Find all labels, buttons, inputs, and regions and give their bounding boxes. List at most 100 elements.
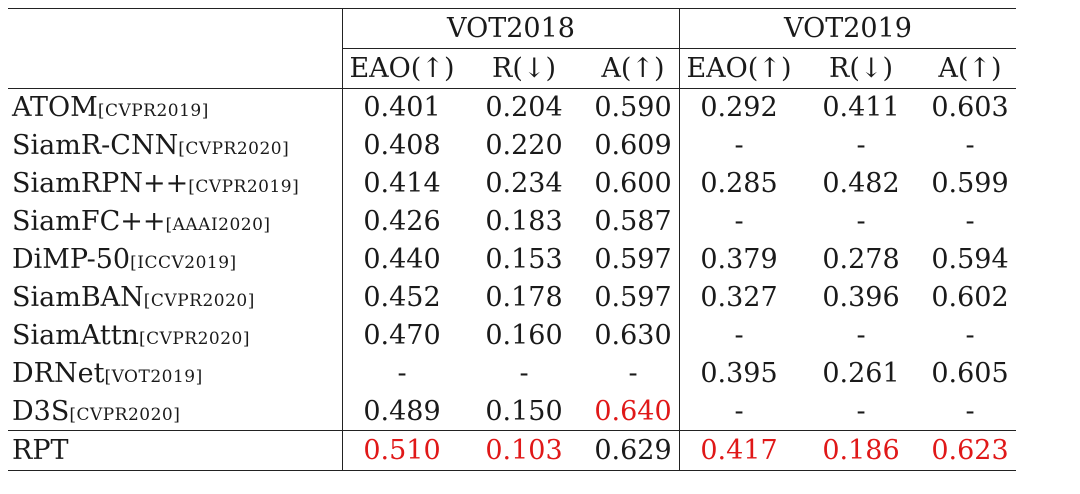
value-cell: 0.186 bbox=[798, 430, 924, 471]
table-row: SiamBAN[CVPR2020] 0.452 0.178 0.597 0.327 0.3… bbox=[8, 278, 1016, 317]
value-cell: 0.629 bbox=[587, 430, 680, 471]
method-name: ATOM bbox=[12, 92, 98, 124]
method-reference: [CVPR2019] bbox=[97, 101, 209, 122]
value-cell: 0.640 bbox=[587, 392, 680, 431]
method-reference: [CVPR2020] bbox=[69, 404, 181, 425]
metric-header: EAO(↑) bbox=[679, 48, 798, 89]
value-cell: - bbox=[587, 354, 680, 393]
method-reference: [ICCV2019] bbox=[130, 253, 237, 273]
value-cell: 0.178 bbox=[485, 282, 563, 313]
value-cell: - bbox=[734, 395, 744, 427]
value-cell: 0.204 bbox=[485, 92, 563, 124]
value-cell: - bbox=[856, 395, 866, 427]
value-cell: - bbox=[965, 395, 975, 427]
value-cell: 0.160 bbox=[485, 320, 563, 351]
method-name: SiamFC++ bbox=[12, 206, 166, 237]
value-cell: 0.609 bbox=[587, 126, 680, 165]
method-name-cell: RPT bbox=[8, 430, 343, 471]
group-header-vot2018: VOT2018 bbox=[342, 8, 680, 49]
header-row-groups: VOT2018 VOT2019 bbox=[8, 8, 1016, 49]
value-cell: 0.630 bbox=[587, 316, 680, 355]
value-cell: 0.590 bbox=[587, 88, 680, 127]
metric-header: EAO(↑) bbox=[342, 48, 461, 89]
metric-header: A(↑) bbox=[587, 48, 680, 89]
metric-header: A(↑) bbox=[924, 48, 1016, 89]
value-cell: 0.395 bbox=[700, 358, 778, 389]
method-name: SiamBAN bbox=[12, 282, 144, 313]
method-name: SiamAttn bbox=[12, 320, 139, 351]
value-cell: - bbox=[734, 130, 744, 161]
value-cell: 0.597 bbox=[587, 240, 680, 279]
value-cell: 0.327 bbox=[700, 282, 778, 313]
header-empty-cell bbox=[8, 8, 343, 49]
method-name-cell: DiMP-50[ICCV2019] bbox=[8, 240, 343, 279]
value-cell: - bbox=[965, 206, 975, 237]
value-cell: - bbox=[734, 320, 744, 351]
value-cell: 0.470 bbox=[363, 320, 441, 351]
value-cell: 0.587 bbox=[587, 202, 680, 241]
method-name: SiamRPN++ bbox=[12, 168, 189, 199]
table-row: D3S[CVPR2020] 0.489 0.150 0.640 - - - bbox=[8, 392, 1016, 431]
value-cell: 0.426 bbox=[363, 206, 441, 237]
value-cell: 0.440 bbox=[363, 244, 441, 275]
header-empty-cell bbox=[8, 48, 343, 89]
header-row-metrics: EAO(↑) R(↓) A(↑) EAO(↑) R(↓) A(↑) bbox=[8, 48, 1016, 89]
results-table: VOT2018 VOT2019 EAO(↑) R(↓) A(↑) EAO(↑) … bbox=[8, 8, 1016, 471]
value-cell: - bbox=[519, 358, 529, 389]
value-cell: - bbox=[965, 320, 975, 351]
metric-header: R(↓) bbox=[798, 48, 924, 89]
value-cell: 0.482 bbox=[822, 168, 900, 199]
value-cell: 0.599 bbox=[931, 168, 1009, 199]
value-cell: 0.605 bbox=[931, 358, 1009, 389]
value-cell: 0.234 bbox=[485, 168, 563, 199]
method-name-cell: SiamAttn[CVPR2020] bbox=[8, 316, 343, 355]
method-reference: [CVPR2020] bbox=[143, 291, 255, 311]
value-cell: 0.292 bbox=[700, 92, 778, 124]
value-cell: 0.417 bbox=[679, 430, 798, 471]
table-row: SiamFC++[AAAI2020] 0.426 0.183 0.587 - - - bbox=[8, 202, 1016, 241]
value-cell: 0.153 bbox=[485, 244, 563, 275]
method-reference: [CVPR2020] bbox=[138, 329, 251, 349]
method-name: DiMP-50 bbox=[12, 244, 131, 275]
value-cell: 0.602 bbox=[931, 282, 1009, 313]
value-cell: - bbox=[397, 358, 407, 389]
value-cell: 0.183 bbox=[485, 206, 563, 237]
table-row: SiamRPN++[CVPR2019] 0.414 0.234 0.600 0.285 0… bbox=[8, 164, 1016, 203]
group-header-vot2019: VOT2019 bbox=[679, 8, 1016, 49]
method-name-cell: SiamFC++[AAAI2020] bbox=[8, 202, 343, 241]
value-cell: 0.489 bbox=[363, 395, 441, 427]
value-cell: 0.278 bbox=[822, 244, 900, 275]
value-cell: 0.603 bbox=[931, 92, 1009, 124]
value-cell: 0.220 bbox=[485, 130, 563, 161]
table-row: ATOM[CVPR2019] 0.401 0.204 0.590 0.292 0.411 0… bbox=[8, 88, 1016, 127]
value-cell: 0.401 bbox=[363, 92, 441, 124]
table-row: SiamR-CNN[CVPR2020] 0.408 0.220 0.609 - - - bbox=[8, 126, 1016, 165]
method-name: SiamR-CNN bbox=[12, 130, 179, 161]
method-reference: [VOT2019] bbox=[104, 367, 203, 387]
value-cell: 0.411 bbox=[822, 92, 900, 124]
value-cell: 0.150 bbox=[485, 395, 563, 427]
table-row: DRNet[VOT2019] - - -0.395 0.261 0.605 bbox=[8, 354, 1016, 393]
method-reference: [CVPR2020] bbox=[178, 139, 290, 159]
value-cell: 0.452 bbox=[363, 282, 441, 313]
method-name-cell: SiamBAN[CVPR2020] bbox=[8, 278, 343, 317]
method-name-cell: D3S[CVPR2020] bbox=[8, 392, 343, 431]
value-cell: 0.285 bbox=[700, 168, 778, 199]
value-cell: 0.623 bbox=[924, 430, 1016, 471]
value-cell: - bbox=[734, 206, 744, 237]
value-cell: 0.261 bbox=[822, 358, 900, 389]
value-cell: 0.600 bbox=[587, 164, 680, 203]
value-cell: 0.597 bbox=[587, 278, 680, 317]
value-cell: 0.510 bbox=[342, 430, 461, 471]
method-name: DRNet bbox=[12, 358, 105, 389]
table-body: ATOM[CVPR2019] 0.401 0.204 0.590 0.292 0.411 0… bbox=[8, 88, 1016, 471]
method-reference: [CVPR2019] bbox=[188, 177, 300, 197]
method-name: D3S bbox=[12, 395, 70, 427]
method-name: RPT bbox=[12, 435, 69, 466]
value-cell: 0.103 bbox=[461, 430, 587, 471]
method-name-cell: ATOM[CVPR2019] bbox=[8, 88, 343, 127]
table-row: SiamAttn[CVPR2020] 0.470 0.160 0.630 - - - bbox=[8, 316, 1016, 355]
value-cell: 0.594 bbox=[931, 244, 1009, 275]
value-cell: 0.396 bbox=[822, 282, 900, 313]
value-cell: - bbox=[856, 206, 866, 237]
